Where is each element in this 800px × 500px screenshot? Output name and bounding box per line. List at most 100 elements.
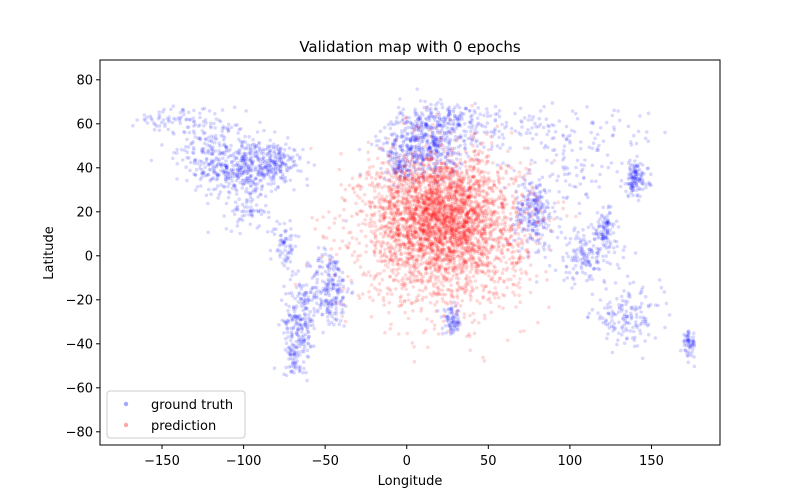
ground-truth-point bbox=[288, 313, 292, 318]
ground-truth-point bbox=[225, 176, 230, 180]
prediction-point bbox=[358, 196, 362, 200]
ground-truth-point bbox=[272, 149, 277, 154]
ground-truth-point bbox=[334, 318, 339, 323]
ground-truth-point bbox=[392, 141, 397, 145]
ground-truth-point bbox=[249, 208, 253, 213]
ground-truth-point bbox=[416, 177, 421, 181]
ground-truth-point bbox=[145, 121, 150, 125]
ground-truth-point bbox=[534, 250, 538, 255]
ground-truth-point bbox=[254, 144, 259, 148]
ground-truth-point bbox=[333, 296, 338, 301]
ground-truth-point bbox=[235, 220, 240, 224]
ground-truth-point bbox=[154, 124, 159, 128]
ground-truth-point bbox=[196, 136, 200, 140]
ground-truth-point bbox=[374, 134, 378, 139]
ground-truth-point bbox=[422, 170, 426, 175]
prediction-point bbox=[511, 256, 516, 261]
ground-truth-point bbox=[568, 183, 572, 187]
ground-truth-point bbox=[431, 139, 436, 143]
ground-truth-point bbox=[313, 295, 317, 300]
ground-truth-point bbox=[250, 214, 255, 219]
ground-truth-point bbox=[236, 131, 240, 135]
ground-truth-point bbox=[289, 317, 294, 321]
prediction-point bbox=[350, 253, 355, 257]
prediction-point bbox=[544, 269, 548, 274]
ground-truth-point bbox=[431, 161, 436, 166]
ground-truth-point bbox=[346, 287, 351, 291]
ground-truth-point bbox=[463, 122, 467, 126]
ground-truth-point bbox=[297, 317, 302, 321]
ground-truth-point bbox=[248, 151, 252, 155]
ground-truth-point bbox=[237, 127, 242, 132]
ground-truth-point bbox=[248, 174, 253, 179]
ground-truth-point bbox=[595, 148, 599, 153]
prediction-point bbox=[356, 293, 361, 298]
ground-truth-point bbox=[193, 135, 198, 139]
ground-truth-point bbox=[215, 176, 220, 181]
prediction-point bbox=[315, 218, 320, 222]
ground-truth-point bbox=[574, 165, 578, 170]
ground-truth-point bbox=[296, 314, 301, 319]
ground-truth-point bbox=[269, 148, 273, 153]
ground-truth-point bbox=[629, 311, 633, 316]
ground-truth-point bbox=[557, 190, 561, 194]
ground-truth-point bbox=[295, 332, 300, 337]
prediction-point bbox=[426, 345, 430, 350]
ground-truth-point bbox=[303, 344, 307, 349]
ground-truth-point bbox=[288, 349, 293, 354]
ground-truth-point bbox=[304, 290, 309, 295]
ground-truth-point bbox=[272, 366, 277, 371]
ground-truth-point bbox=[288, 259, 293, 264]
ground-truth-point bbox=[434, 150, 439, 154]
ground-truth-point bbox=[326, 291, 331, 296]
prediction-point bbox=[534, 233, 539, 238]
ground-truth-point bbox=[303, 318, 308, 323]
ground-truth-point bbox=[448, 137, 453, 142]
ground-truth-point bbox=[340, 307, 345, 312]
ground-truth-point bbox=[286, 309, 290, 313]
ground-truth-point bbox=[334, 260, 339, 265]
ground-truth-point bbox=[327, 262, 332, 266]
ground-truth-point bbox=[330, 301, 334, 306]
ground-truth-point bbox=[420, 131, 424, 136]
ground-truth-point bbox=[284, 321, 289, 326]
ground-truth-point bbox=[563, 236, 568, 240]
ground-truth-point bbox=[306, 297, 310, 302]
ground-truth-point bbox=[304, 292, 309, 296]
ground-truth-point bbox=[327, 261, 332, 265]
ground-truth-point bbox=[229, 160, 234, 164]
ground-truth-point bbox=[331, 277, 336, 282]
ground-truth-point bbox=[457, 118, 462, 122]
ground-truth-point bbox=[423, 122, 428, 126]
ground-truth-point bbox=[288, 166, 292, 171]
ground-truth-point bbox=[454, 126, 459, 131]
ground-truth-point bbox=[165, 117, 170, 121]
prediction-point bbox=[387, 300, 392, 305]
ground-truth-point bbox=[602, 280, 607, 285]
ground-truth-point bbox=[266, 182, 270, 186]
ground-truth-point bbox=[299, 318, 303, 322]
ground-truth-point bbox=[290, 352, 295, 357]
ground-truth-point bbox=[301, 334, 306, 338]
ground-truth-point bbox=[454, 157, 459, 161]
prediction-point bbox=[387, 310, 391, 315]
ground-truth-point bbox=[253, 167, 258, 171]
ground-truth-point bbox=[194, 157, 198, 162]
ground-truth-point bbox=[545, 132, 549, 137]
ground-truth-point bbox=[434, 148, 438, 152]
ground-truth-point bbox=[283, 175, 288, 180]
ground-truth-point bbox=[306, 337, 311, 341]
ground-truth-point bbox=[686, 349, 690, 354]
ground-truth-point bbox=[451, 330, 456, 335]
ground-truth-point bbox=[292, 309, 297, 314]
ground-truth-point bbox=[287, 165, 291, 170]
ground-truth-point bbox=[324, 288, 329, 293]
ground-truth-point bbox=[240, 186, 245, 190]
ground-truth-point bbox=[290, 333, 295, 337]
prediction-point bbox=[416, 253, 420, 258]
ground-truth-point bbox=[297, 291, 302, 296]
prediction-point bbox=[434, 309, 438, 314]
ground-truth-point bbox=[259, 187, 264, 192]
ground-truth-point bbox=[294, 285, 299, 290]
ground-truth-point bbox=[289, 332, 294, 336]
